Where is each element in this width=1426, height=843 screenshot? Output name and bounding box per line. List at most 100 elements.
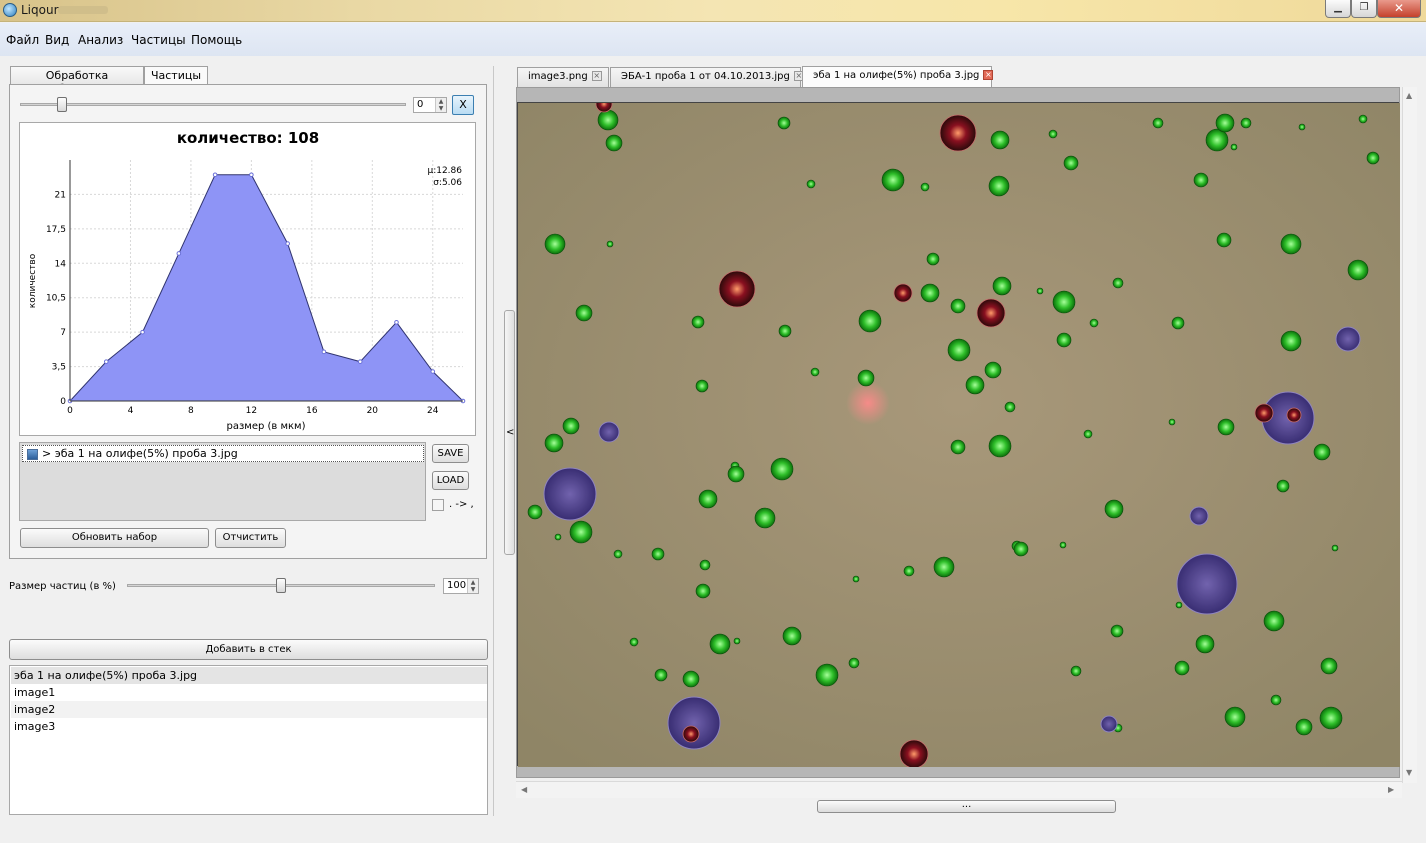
data-point [357, 359, 363, 364]
green-particle [1168, 418, 1176, 426]
green-particle [699, 559, 711, 571]
purple-particle [543, 467, 597, 521]
scroll-left-icon[interactable]: ◀ [521, 785, 528, 794]
data-point [212, 172, 218, 178]
green-particle [1004, 401, 1016, 413]
green-particle [1059, 541, 1067, 549]
green-particle [1270, 694, 1282, 706]
load-button[interactable]: LOAD [432, 471, 469, 490]
green-particle [527, 504, 543, 520]
close-tab-icon[interactable]: × [591, 71, 602, 81]
data-point [430, 369, 436, 374]
horizontal-scrollbar[interactable]: ◀ ▶ [516, 781, 1402, 798]
green-particle [857, 369, 875, 387]
menu-bar: Файл Вид Анализ Частицы Помощь [0, 23, 1426, 56]
green-particle [1104, 499, 1124, 519]
scroll-right-icon[interactable]: ▶ [1388, 785, 1395, 794]
threshold-value: 0 [417, 99, 424, 110]
menu-help[interactable]: Помощь [191, 33, 243, 47]
green-particle [1295, 718, 1313, 736]
purple-particle [1335, 326, 1361, 352]
stack-list[interactable]: эба 1 на олифе(5%) проба 3.jpg image1 im… [9, 665, 488, 815]
panel-splitter[interactable] [493, 66, 494, 816]
green-particle [933, 556, 955, 578]
threshold-slider-track[interactable] [20, 103, 406, 106]
bottom-panel-handle[interactable]: ... [817, 800, 1116, 813]
threshold-spinbox[interactable]: 0 ▲ ▼ [413, 97, 447, 113]
green-particle [1193, 172, 1209, 188]
green-particle [1171, 316, 1185, 330]
spin-arrows-icon[interactable]: ▲ ▼ [467, 579, 478, 593]
green-particle [770, 457, 794, 481]
tab-image-processing[interactable]: Обработка изображения [10, 66, 144, 95]
spin-arrows-icon[interactable]: ▲ ▼ [435, 98, 446, 112]
green-particle [654, 668, 668, 682]
size-spinbox[interactable]: 100 ▲ ▼ [443, 578, 479, 594]
list-item[interactable]: > эба 1 на олифе(5%) проба 3.jpg [22, 445, 424, 462]
data-point [285, 241, 290, 246]
data-point [394, 320, 399, 325]
add-to-stack-button[interactable]: Добавить в стек [9, 639, 488, 660]
green-particle [881, 168, 905, 192]
x-tick-label: 16 [306, 406, 318, 416]
tab-eba1-probe1[interactable]: ЭБА-1 проба 1 от 04.10.2013.jpg × [610, 67, 804, 87]
y-tick-label: 21 [55, 190, 66, 200]
vertical-scrollbar[interactable]: ▲ ▼ [1402, 87, 1417, 783]
green-particle [1263, 610, 1285, 632]
green-particle [777, 116, 791, 130]
scroll-up-icon[interactable]: ▲ [1406, 91, 1413, 100]
x-tick-label: 20 [367, 406, 379, 416]
save-button[interactable]: SAVE [432, 444, 469, 463]
stack-row[interactable]: image3 [11, 718, 487, 735]
green-particle [1230, 143, 1238, 151]
menu-particles[interactable]: Частицы [131, 33, 186, 47]
menu-analysis[interactable]: Анализ [78, 33, 124, 47]
purple-particle [667, 696, 721, 750]
green-particle [1215, 113, 1235, 133]
red-particle [682, 725, 700, 743]
purple-particle [598, 421, 620, 443]
red-particle [718, 270, 756, 308]
green-particle [709, 633, 731, 655]
separator-checkbox[interactable] [432, 499, 444, 511]
particle-size-label: Размер частиц (в %) [9, 581, 116, 592]
data-point [176, 251, 182, 256]
x-button[interactable]: X [452, 95, 474, 115]
micrograph-image[interactable] [517, 95, 1400, 769]
size-slider-handle[interactable] [276, 578, 286, 593]
list-item-checkbox[interactable] [27, 449, 38, 460]
close-tab-icon[interactable]: × [983, 70, 994, 80]
collapse-arrow-icon[interactable]: < [506, 427, 515, 438]
minimize-button[interactable]: ▁ [1325, 0, 1351, 18]
scroll-down-icon[interactable]: ▼ [1406, 768, 1413, 777]
green-particle [695, 583, 711, 599]
stack-row[interactable]: image2 [11, 701, 487, 718]
tab-eba1-olifa[interactable]: эба 1 на олифе(5%) проба 3.jpg × [802, 66, 994, 88]
threshold-slider-handle[interactable] [57, 97, 68, 112]
maximize-button[interactable]: ❐ [1351, 0, 1377, 18]
clear-button[interactable]: Отчистить [215, 528, 286, 548]
green-particle [920, 283, 940, 303]
green-particle [1313, 443, 1331, 461]
green-particle [950, 439, 966, 455]
menu-view[interactable]: Вид [45, 33, 70, 47]
red-particle [939, 114, 977, 152]
green-particle [848, 657, 860, 669]
collapse-handle[interactable] [504, 310, 515, 555]
close-window-button[interactable]: ✕ [1377, 0, 1421, 18]
x-tick-label: 0 [67, 406, 73, 416]
green-particle [733, 637, 741, 645]
green-particle [903, 565, 915, 577]
menu-file[interactable]: Файл [6, 33, 40, 47]
tab-image3[interactable]: image3.png × [517, 67, 609, 87]
green-particle [1013, 541, 1029, 557]
x-axis-label: размер (в мкм) [226, 421, 305, 432]
stack-row[interactable]: image1 [11, 684, 487, 701]
update-set-button[interactable]: Обновить набор [20, 528, 209, 548]
stack-row[interactable]: эба 1 на олифе(5%) проба 3.jpg [11, 667, 487, 684]
tab-particles[interactable]: Частицы [144, 66, 208, 86]
result-list[interactable]: > эба 1 на олифе(5%) проба 3.jpg [19, 442, 426, 521]
green-particle [778, 324, 792, 338]
green-particle [1240, 117, 1252, 129]
green-particle [1089, 318, 1099, 328]
